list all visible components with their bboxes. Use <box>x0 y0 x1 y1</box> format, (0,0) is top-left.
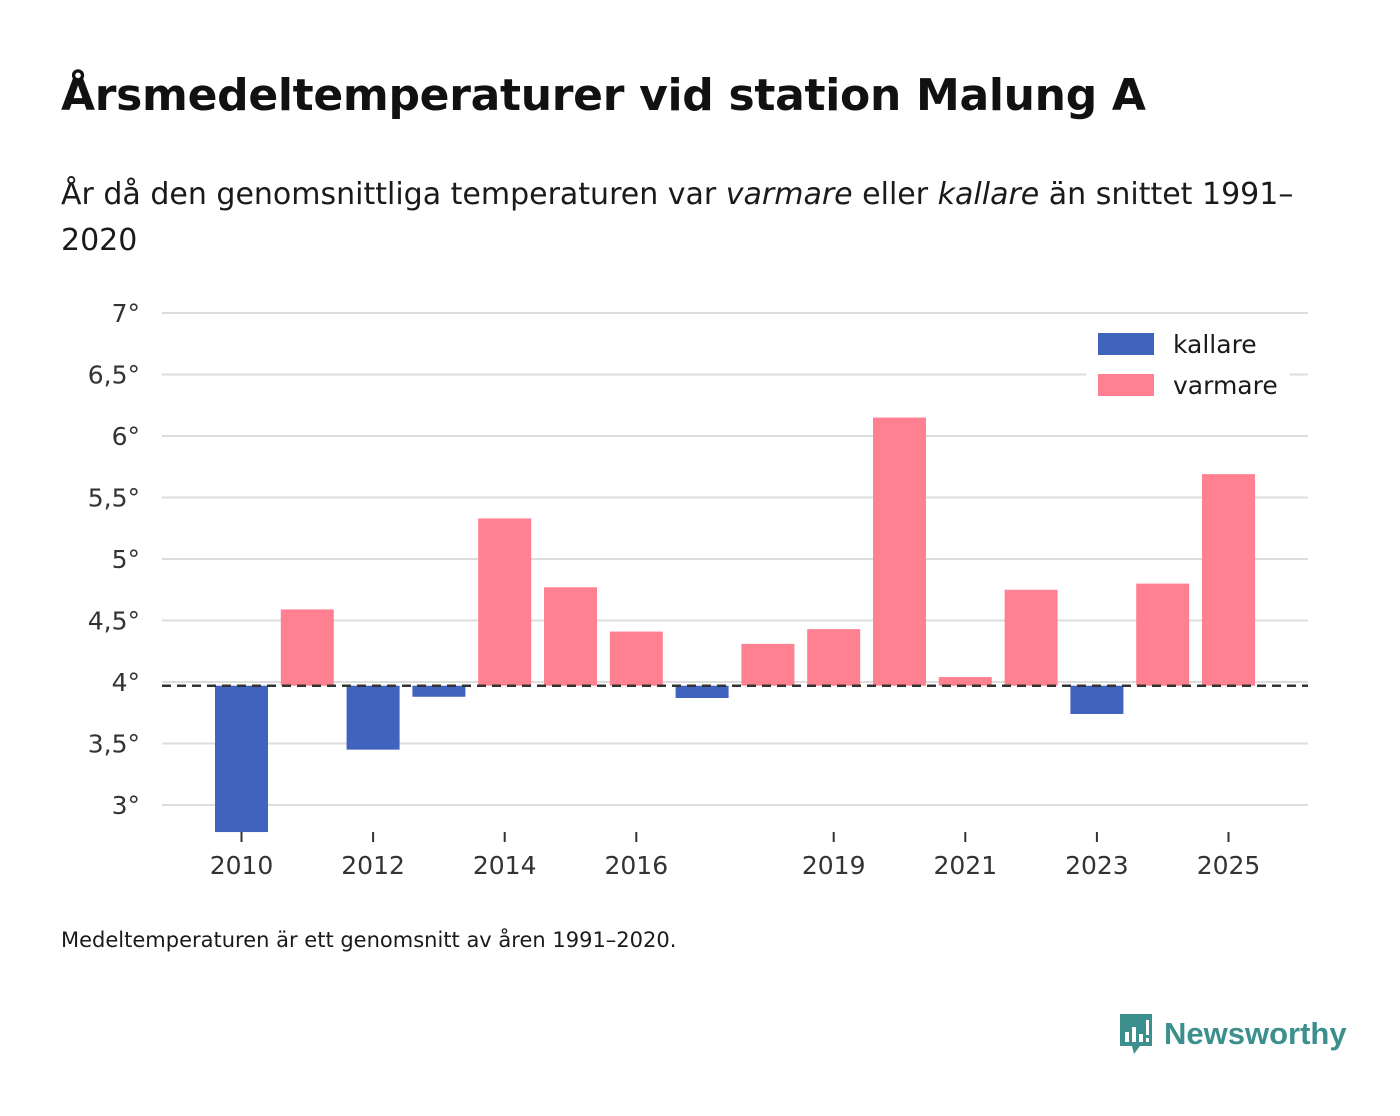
bar-2017 <box>675 685 729 698</box>
legend: kallare varmare <box>1086 326 1290 402</box>
bar-2011 <box>280 609 334 686</box>
x-tick-label: 2010 <box>210 851 274 880</box>
x-tick-label: 2014 <box>473 851 537 880</box>
y-axis: 3° 3,5° 4° 4,5° 5° 5,5° 6° 6,5° 7° <box>88 299 140 820</box>
bar-2012 <box>346 685 400 750</box>
bar-2021 <box>938 677 992 686</box>
y-tick-label: 6,5° <box>88 361 140 390</box>
y-tick-label: 7° <box>112 299 140 328</box>
y-tick-label: 4,5° <box>88 607 140 636</box>
x-tick-label: 2025 <box>1197 851 1261 880</box>
bar-2022 <box>1004 589 1058 686</box>
bars <box>215 417 1255 833</box>
y-tick-label: 4° <box>112 668 140 697</box>
bar-2013 <box>412 685 466 697</box>
subtitle-colder-word: kallare <box>937 177 1040 212</box>
bar-2015 <box>544 587 597 686</box>
chart-title: Årsmedeltemperaturer vid station Malung … <box>61 70 1146 121</box>
legend-swatch-warmer <box>1098 374 1154 396</box>
x-tick-label: 2016 <box>604 851 668 880</box>
y-tick-label: 3,5° <box>88 730 140 759</box>
subtitle-text-1: År då den genomsnittliga temperaturen va… <box>61 177 726 212</box>
y-tick-label: 5° <box>112 545 140 574</box>
chart-subtitle: År då den genomsnittliga temperaturen va… <box>61 172 1301 264</box>
x-axis: 2010 2012 2014 2016 2019 2021 2023 2025 <box>210 832 1261 880</box>
x-tick-label: 2012 <box>341 851 405 880</box>
newsworthy-bar-chart-icon <box>1120 1014 1152 1054</box>
bar-2024 <box>1136 583 1190 686</box>
legend-label-colder: kallare <box>1173 330 1257 359</box>
subtitle-text-3: än snittet 1991–2020 <box>61 177 1294 258</box>
footnote: Medeltemperaturen är ett genomsnitt av å… <box>61 928 677 952</box>
x-tick-label: 2023 <box>1065 851 1129 880</box>
legend-swatch-colder <box>1098 333 1154 355</box>
bar-2019 <box>807 629 861 686</box>
legend-label-warmer: varmare <box>1173 371 1278 400</box>
bar-2014 <box>478 518 532 686</box>
subtitle-warmer-word: varmare <box>725 177 853 212</box>
x-tick-label: 2019 <box>802 851 866 880</box>
x-tick-label: 2021 <box>933 851 997 880</box>
subtitle-text-2: eller <box>852 177 938 212</box>
bar-2025 <box>1202 474 1255 686</box>
y-tick-label: 5,5° <box>88 484 140 513</box>
bar-2016 <box>609 631 663 686</box>
bar-2018 <box>741 643 795 686</box>
y-tick-label: 6° <box>112 422 140 451</box>
bar-2023 <box>1070 685 1124 714</box>
y-tick-label: 3° <box>112 791 140 820</box>
bar-2010 <box>215 685 268 833</box>
brand-name: Newsworthy <box>1164 1016 1347 1051</box>
bar-chart: 3°3,5°4°4,5°5°5,5°6°6,5°7° 2010 2012 2014 2… <box>88 299 1308 880</box>
bar-2020 <box>873 417 926 686</box>
newsworthy-brand: Newsworthy <box>1118 1012 1347 1056</box>
